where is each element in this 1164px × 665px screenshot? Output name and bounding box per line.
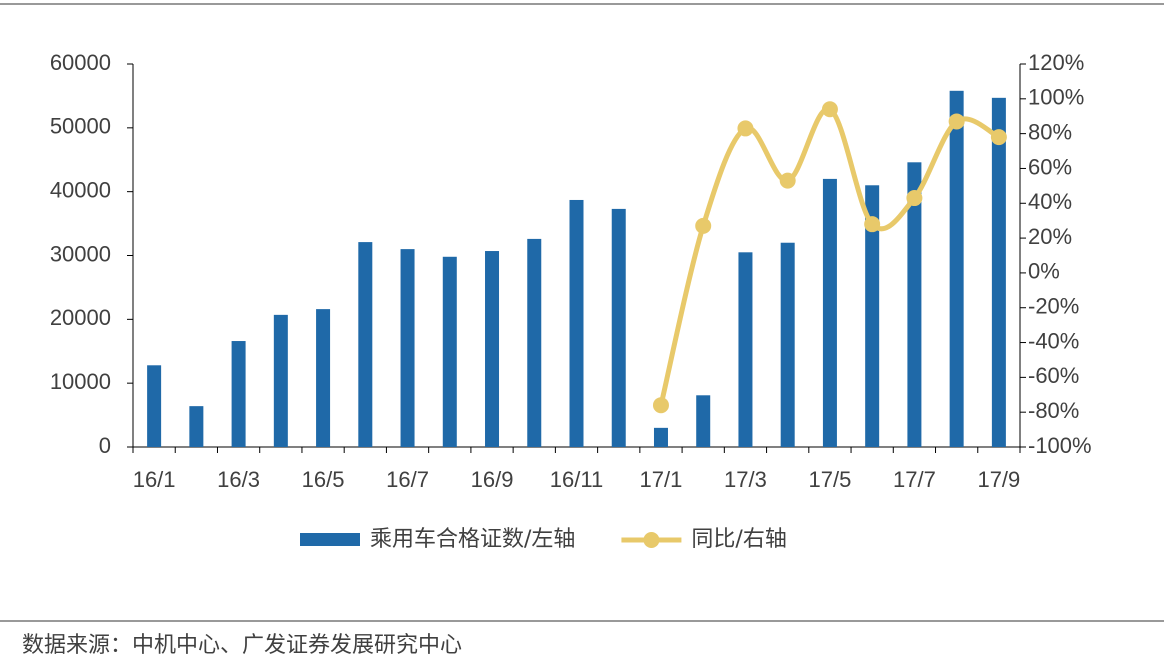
bar	[231, 341, 246, 447]
point	[737, 120, 754, 137]
y-tick-label: 40000	[50, 177, 111, 202]
point	[990, 129, 1007, 146]
y2-tick-label: -20%	[1028, 294, 1079, 319]
bar	[780, 242, 795, 447]
bar	[569, 199, 584, 447]
x-tick-label: 17/1	[640, 467, 683, 492]
y2-tick-label: -60%	[1028, 363, 1079, 388]
y2-tick-label: 80%	[1028, 119, 1072, 144]
bar	[442, 256, 457, 447]
bar	[400, 249, 415, 447]
y2-tick-label: 40%	[1028, 189, 1072, 214]
x-tick-label: 16/1	[133, 467, 176, 492]
point	[652, 397, 669, 414]
point	[779, 172, 796, 189]
y2-tick-label: 20%	[1028, 224, 1072, 249]
legend-swatch	[643, 532, 660, 548]
legend-label: 同比/右轴	[691, 527, 786, 552]
legend-label: 乘用车合格证数/左轴	[370, 527, 575, 552]
legend-swatch	[300, 533, 360, 546]
y2-tick-label: -40%	[1028, 328, 1079, 353]
point	[864, 216, 881, 233]
bar	[527, 238, 542, 447]
x-tick-label: 17/9	[977, 467, 1020, 492]
y2-tick-label: -80%	[1028, 398, 1079, 423]
x-tick-label: 16/3	[217, 467, 260, 492]
y-tick-label: 30000	[50, 241, 111, 266]
y2-tick-label: 100%	[1028, 85, 1084, 110]
bar	[949, 90, 964, 447]
bar	[611, 208, 626, 447]
x-tick-label: 16/11	[550, 467, 603, 492]
bar	[822, 178, 837, 447]
y-tick-label: 50000	[50, 114, 111, 139]
point	[948, 113, 965, 130]
y-tick-label: 20000	[50, 305, 111, 330]
bar	[865, 185, 880, 448]
point	[821, 101, 838, 118]
bar	[485, 251, 500, 447]
y-tick-label: 10000	[50, 369, 111, 394]
source-note: 数据来源：中机中心、广发证券发展研究中心	[22, 633, 462, 658]
x-tick-label: 17/7	[893, 467, 936, 492]
point	[906, 190, 923, 207]
y2-tick-label: 60%	[1028, 154, 1072, 179]
bar	[189, 406, 204, 447]
bar	[991, 97, 1006, 447]
x-tick-label: 16/7	[386, 467, 429, 492]
bar	[653, 427, 668, 447]
bar	[147, 365, 162, 447]
bar	[738, 252, 753, 447]
x-tick-label: 16/9	[471, 467, 514, 492]
y2-tick-label: 0%	[1028, 259, 1060, 284]
y2-tick-label: -100%	[1028, 433, 1092, 458]
bar	[696, 395, 711, 447]
x-tick-label: 16/5	[302, 467, 345, 492]
bar	[316, 309, 331, 447]
point	[695, 217, 712, 234]
x-tick-label: 17/3	[724, 467, 767, 492]
bar	[273, 314, 288, 447]
bar	[358, 242, 373, 447]
y-tick-label: 0	[99, 433, 111, 458]
x-tick-label: 17/5	[809, 467, 852, 492]
y-tick-label: 60000	[50, 50, 111, 75]
bar	[907, 162, 922, 447]
y2-tick-label: 120%	[1028, 50, 1084, 75]
